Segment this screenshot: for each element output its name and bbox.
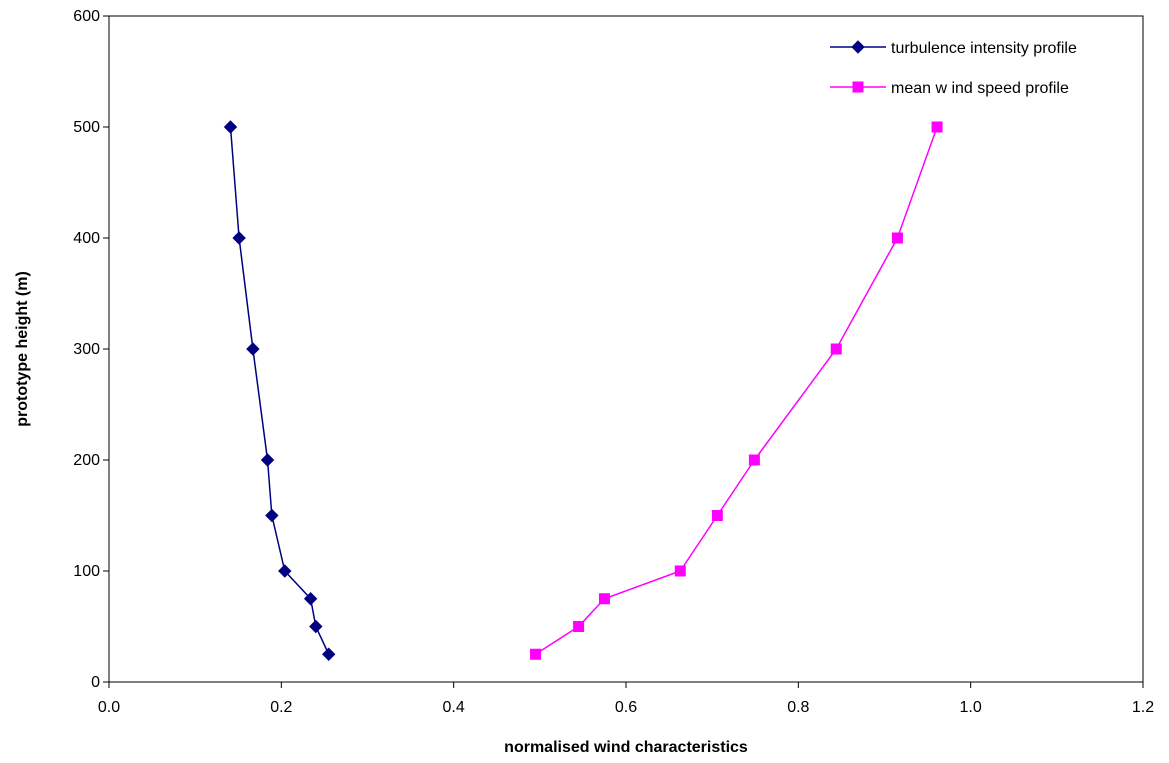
data-point-square	[598, 593, 610, 605]
data-point-square	[748, 454, 760, 466]
data-point-diamond	[322, 647, 336, 661]
plot-frame	[108, 15, 1144, 683]
data-point-diamond	[309, 619, 323, 634]
x-tick-label: 0.8	[787, 699, 809, 716]
y-tick-label: 200	[73, 452, 100, 469]
data-point-diamond	[223, 120, 238, 134]
series-layer	[223, 120, 943, 661]
legend-item: turbulence intensity profile	[830, 40, 1077, 57]
y-axis-ticks: 0 100 200 300 400 500 600	[73, 8, 109, 691]
data-point-square	[830, 343, 842, 355]
plot-area	[108, 15, 1144, 683]
series-line	[229, 126, 330, 655]
x-tick-label: 1.0	[960, 699, 982, 716]
series-line	[535, 126, 938, 655]
data-point-square	[674, 565, 686, 577]
y-tick-label: 400	[73, 230, 100, 247]
legend-label: turbulence intensity profile	[891, 40, 1077, 57]
x-tick-label: 0.4	[443, 699, 465, 716]
y-tick-label: 300	[73, 341, 100, 358]
x-axis-title: normalised wind characteristics	[504, 739, 748, 756]
series-mean-wind-speed	[530, 121, 943, 660]
legend-marker	[852, 81, 864, 93]
data-point-square	[891, 232, 903, 244]
data-point-square	[573, 621, 585, 632]
x-tick-label: 0.0	[98, 699, 120, 716]
x-tick-label: 0.2	[270, 699, 292, 716]
data-point-square	[530, 648, 542, 660]
x-axis-ticks: 0.0 0.2 0.4 0.6 0.8 1.0 1.2	[98, 682, 1154, 716]
series-turbulence-intensity	[223, 120, 336, 661]
legend-marker	[851, 40, 865, 54]
y-tick-label: 100	[73, 563, 100, 580]
data-point-diamond	[260, 453, 275, 467]
y-axis-title: prototype height (m)	[14, 271, 31, 427]
x-tick-label: 1.2	[1132, 699, 1154, 716]
x-tick-label: 0.6	[615, 699, 637, 716]
data-point-diamond	[278, 564, 292, 578]
y-tick-label: 0	[91, 674, 100, 691]
data-point-square	[711, 510, 723, 521]
y-tick-label: 500	[73, 119, 100, 136]
legend: turbulence intensity profile mean w ind s…	[830, 40, 1077, 97]
data-point-diamond	[303, 592, 318, 606]
legend-item: mean w ind speed profile	[830, 80, 1069, 97]
data-point-diamond	[246, 342, 260, 356]
data-point-diamond	[265, 508, 279, 523]
data-point-diamond	[232, 231, 246, 245]
legend-label: mean w ind speed profile	[891, 80, 1069, 97]
data-point-square	[931, 121, 943, 133]
y-tick-label: 600	[73, 8, 100, 25]
